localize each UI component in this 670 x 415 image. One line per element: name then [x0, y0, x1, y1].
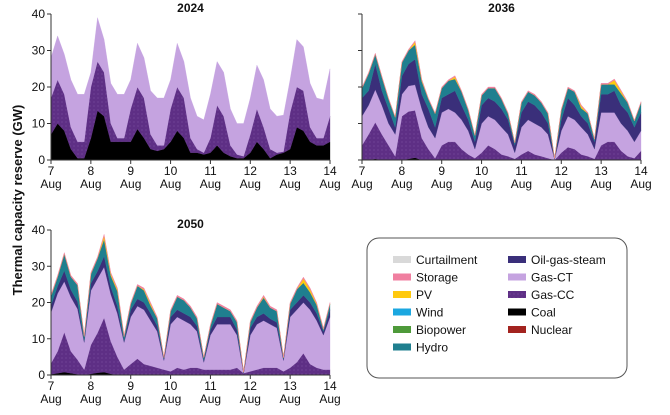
legend-label-coal: Coal: [531, 306, 556, 320]
panel-title: 2024: [177, 1, 204, 15]
x-tick-label-day: 10: [164, 164, 178, 178]
x-tick-label-month: Aug: [120, 177, 141, 191]
x-tick-label-day: 7: [48, 164, 55, 178]
panel-2050: 0102030407Aug8Aug9Aug10Aug11Aug12Aug13Au…: [32, 217, 341, 406]
legend-swatch-biopower: [393, 326, 411, 333]
panel-title: 2050: [177, 217, 204, 231]
legend-label-gas-cc: Gas-CC: [531, 288, 575, 302]
legend-box: [366, 237, 628, 379]
x-tick-label-day: 12: [244, 164, 258, 178]
panel-title: 2036: [488, 1, 515, 15]
x-tick-label-month: Aug: [80, 177, 101, 191]
legend-swatch-gas-cc: [508, 291, 526, 298]
x-tick-label-month: Aug: [391, 177, 412, 191]
x-tick-label-month: Aug: [319, 392, 340, 406]
x-tick-label-day: 14: [323, 379, 337, 393]
y-tick-label: 30: [32, 44, 46, 58]
legend-label-oil-gas-steam: Oil-gas-steam: [531, 253, 606, 267]
legend-label-curtailment: Curtailment: [416, 253, 478, 267]
legend-label-biopower: Biopower: [416, 323, 466, 337]
x-tick-label-day: 11: [204, 164, 217, 178]
x-tick-label-day: 14: [323, 164, 337, 178]
x-tick-label-month: Aug: [590, 177, 611, 191]
x-tick-label-month: Aug: [279, 392, 300, 406]
x-tick-label-day: 11: [204, 379, 217, 393]
legend-swatch-gas-ct: [508, 273, 526, 281]
area-gas-ct: [50, 17, 331, 157]
y-tick-label: 30: [32, 259, 46, 273]
x-tick-label-day: 11: [515, 164, 528, 178]
y-tick-label: 10: [32, 332, 46, 346]
x-tick-label-month: Aug: [240, 392, 261, 406]
x-tick-label-day: 12: [555, 164, 569, 178]
y-tick-label: 0: [38, 368, 45, 382]
x-tick-label-month: Aug: [279, 177, 300, 191]
panel-2024: 0102030407Aug8Aug9Aug10Aug11Aug12Aug13Au…: [32, 1, 341, 191]
x-tick-label-day: 8: [88, 379, 95, 393]
y-tick-label: 40: [32, 7, 46, 21]
legend-swatch-hydro: [393, 343, 411, 351]
legend-swatch-wind: [393, 308, 411, 316]
x-tick-label-day: 14: [634, 164, 648, 178]
legend-swatch-curtailment: [393, 256, 411, 263]
x-tick-label-month: Aug: [120, 392, 141, 406]
x-tick-label-day: 12: [244, 379, 258, 393]
legend-label-pv: PV: [416, 288, 432, 302]
legend-swatch-pv: [393, 291, 411, 298]
x-tick-label-month: Aug: [160, 177, 181, 191]
x-tick-label-day: 10: [475, 164, 489, 178]
x-tick-label-month: Aug: [200, 392, 221, 406]
x-tick-label-month: Aug: [200, 177, 221, 191]
x-tick-label-day: 9: [438, 164, 445, 178]
x-tick-label-month: Aug: [40, 177, 61, 191]
panel-2036: 7Aug8Aug9Aug10Aug11Aug12Aug13Aug14Aug203…: [351, 1, 651, 191]
x-tick-label-day: 8: [88, 164, 95, 178]
y-tick-label: 0: [38, 153, 45, 167]
x-tick-label-day: 7: [48, 379, 55, 393]
x-tick-label-day: 9: [127, 164, 134, 178]
x-tick-label-month: Aug: [630, 177, 651, 191]
legend: Curtailment Storage PV Wind Biopower Hydro Oil…: [366, 237, 628, 379]
x-tick-label-day: 13: [283, 379, 297, 393]
x-tick-label-month: Aug: [40, 392, 61, 406]
x-tick-label-month: Aug: [511, 177, 532, 191]
x-tick-label-month: Aug: [80, 392, 101, 406]
x-tick-label-month: Aug: [160, 392, 181, 406]
legend-swatch-nuclear: [508, 326, 526, 333]
x-tick-label-month: Aug: [471, 177, 492, 191]
x-tick-label-month: Aug: [351, 177, 372, 191]
x-tick-label-day: 10: [164, 379, 178, 393]
legend-label-gas-ct: Gas-CT: [531, 271, 574, 285]
x-tick-label-month: Aug: [319, 177, 340, 191]
x-tick-label-month: Aug: [431, 177, 452, 191]
y-tick-label: 20: [32, 80, 46, 94]
legend-label-wind: Wind: [416, 306, 443, 320]
area-storage: [361, 40, 642, 159]
legend-label-storage: Storage: [416, 271, 458, 285]
x-tick-label-day: 8: [399, 164, 406, 178]
area-storage: [50, 234, 331, 373]
legend-label-hydro: Hydro: [416, 341, 448, 355]
x-tick-label-day: 7: [359, 164, 366, 178]
x-tick-label-month: Aug: [551, 177, 572, 191]
x-tick-label-day: 13: [594, 164, 608, 178]
x-tick-label-day: 9: [127, 379, 134, 393]
y-axis-label: Thermal capacity reserve (GW): [10, 105, 25, 296]
legend-swatch-coal: [508, 308, 526, 316]
y-tick-label: 20: [32, 296, 46, 310]
x-tick-label-month: Aug: [240, 177, 261, 191]
legend-swatch-oil-gas-steam: [508, 256, 526, 263]
legend-label-nuclear: Nuclear: [531, 323, 572, 337]
x-tick-label-day: 13: [283, 164, 297, 178]
y-tick-label: 10: [32, 117, 46, 131]
legend-swatch-storage: [393, 273, 411, 281]
y-tick-label: 40: [32, 223, 46, 237]
